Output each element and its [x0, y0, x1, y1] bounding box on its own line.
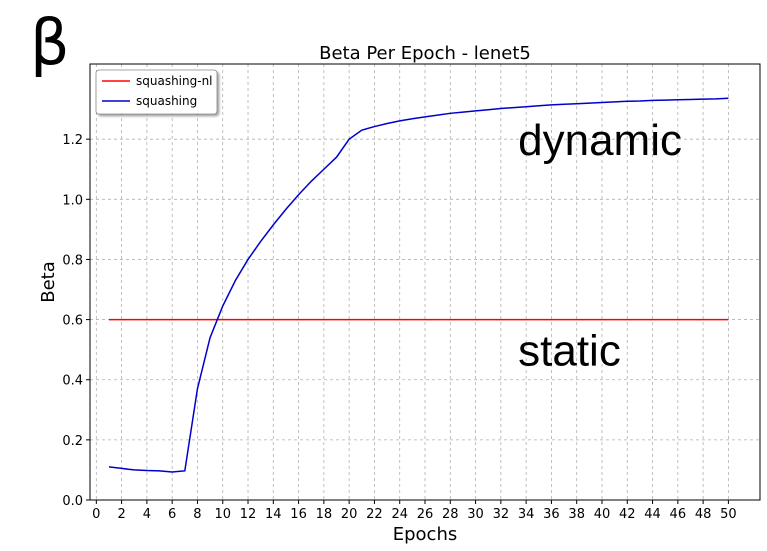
y-tick-label: 0.6 — [62, 314, 83, 329]
plot-area — [108, 97, 729, 473]
x-tick-label: 14 — [265, 507, 282, 522]
y-axis-ticks: 0.0 0.2 0.4 0.6 0.8 1.0 1.2 — [62, 133, 90, 509]
beta-symbol: β — [30, 6, 70, 79]
x-tick-label: 46 — [670, 507, 687, 522]
annotations: dynamic static — [518, 116, 682, 375]
annotation-dynamic: dynamic — [518, 116, 682, 165]
x-tick-label: 30 — [467, 507, 484, 522]
y-tick-label: 0.8 — [62, 253, 83, 268]
x-tick-label: 12 — [240, 507, 257, 522]
legend-label-squashing-nl: squashing-nl — [136, 74, 213, 88]
x-tick-label: 8 — [193, 507, 201, 522]
x-tick-label: 50 — [720, 507, 737, 522]
x-tick-label: 2 — [117, 507, 125, 522]
x-tick-label: 36 — [543, 507, 560, 522]
x-tick-label: 6 — [168, 507, 176, 522]
y-tick-label: 1.0 — [62, 193, 83, 208]
x-tick-label: 42 — [619, 507, 636, 522]
y-tick-label: 1.2 — [62, 133, 83, 148]
annotation-static: static — [518, 327, 621, 376]
x-tick-label: 22 — [366, 507, 383, 522]
x-tick-label: 4 — [143, 507, 151, 522]
x-tick-label: 28 — [442, 507, 459, 522]
x-axis-ticks: 0 2 4 6 8 10 12 14 16 18 20 22 24 26 28 30 32 34 36 38 40 42 4… — [92, 500, 737, 522]
x-tick-label: 18 — [316, 507, 333, 522]
series-line-squashing — [108, 97, 729, 473]
y-tick-label: 0.0 — [62, 494, 83, 509]
x-tick-label: 38 — [568, 507, 585, 522]
x-tick-label: 32 — [493, 507, 510, 522]
chart-title: Beta Per Epoch - lenet5 — [319, 43, 531, 64]
legend-label-squashing: squashing — [136, 94, 197, 108]
x-tick-label: 44 — [644, 507, 661, 522]
legend: squashing-nl squashing — [95, 69, 218, 115]
x-tick-label: 48 — [695, 507, 712, 522]
x-tick-label: 20 — [341, 507, 358, 522]
y-axis-label: Beta — [38, 261, 59, 303]
x-tick-label: 16 — [290, 507, 307, 522]
y-tick-label: 0.2 — [62, 434, 83, 449]
x-tick-label: 0 — [92, 507, 100, 522]
x-tick-label: 40 — [594, 507, 611, 522]
x-tick-label: 10 — [214, 507, 231, 522]
x-axis-label: Epochs — [393, 524, 458, 545]
y-tick-label: 0.4 — [62, 374, 83, 389]
x-tick-label: 26 — [417, 507, 434, 522]
x-tick-label: 34 — [518, 507, 535, 522]
x-tick-label: 24 — [391, 507, 408, 522]
